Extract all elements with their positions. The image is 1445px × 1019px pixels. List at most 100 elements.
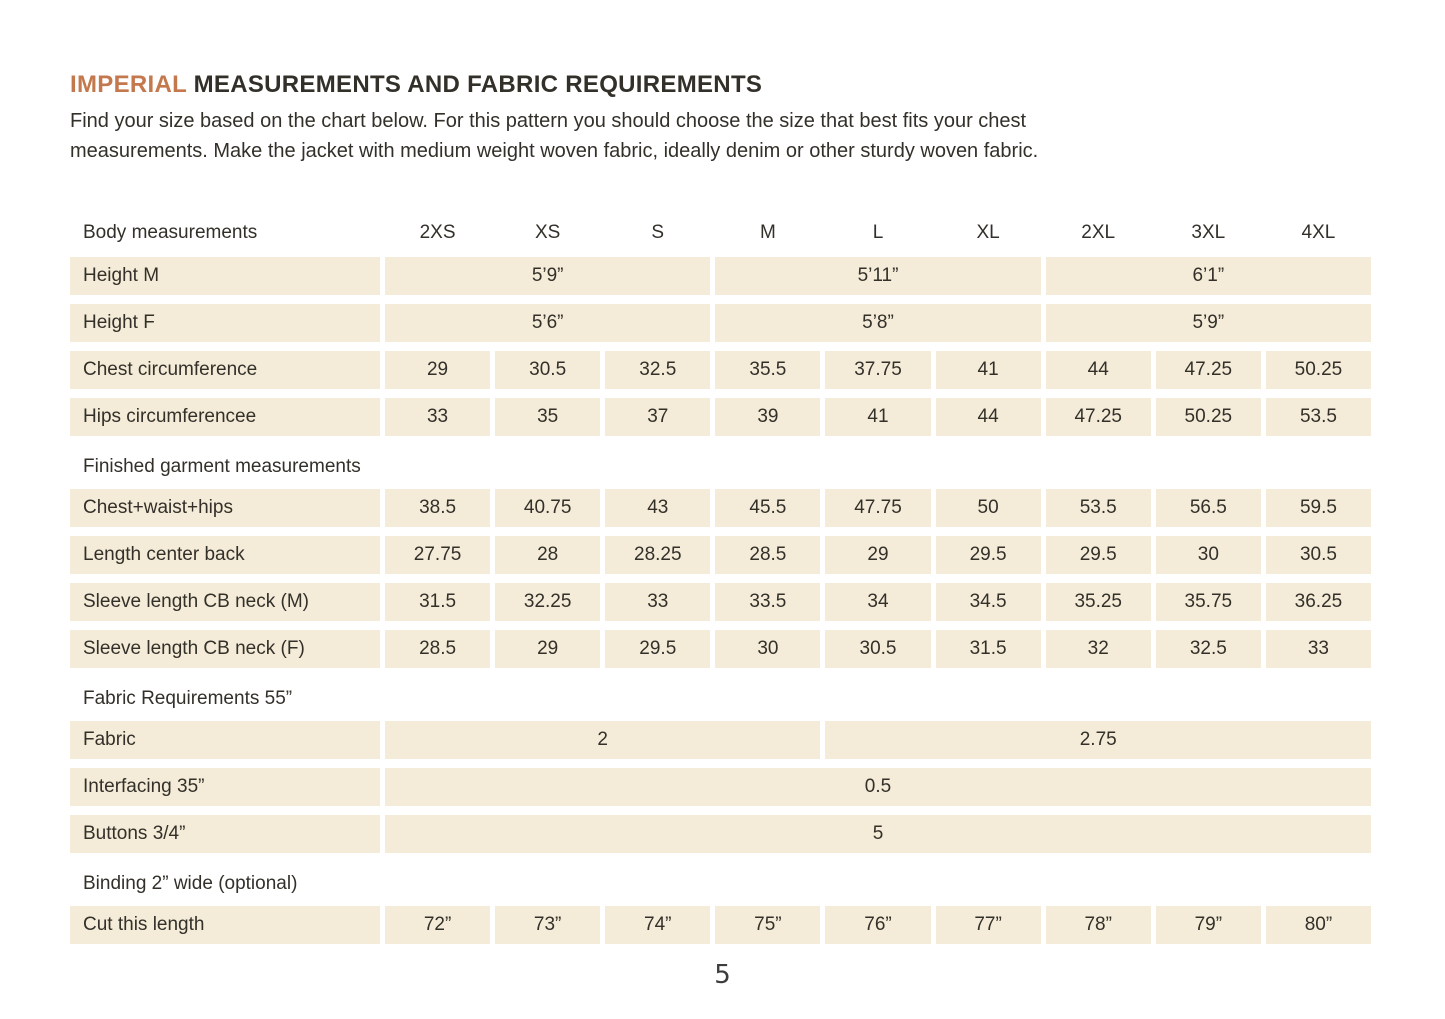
column-header-xs: XS — [534, 222, 561, 243]
value-cell: 5’9” — [1045, 304, 1371, 342]
value-cell: 28.5 — [715, 536, 821, 574]
column-header-s: S — [651, 222, 665, 243]
value-cell: 36.25 — [1265, 583, 1371, 621]
row-label: Buttons 3/4” — [70, 815, 380, 853]
value-cell: 30.5 — [825, 630, 931, 668]
intro-text: Find your size based on the chart below.… — [70, 106, 1445, 166]
value-cell: 40.75 — [495, 489, 601, 527]
value-cell: 0.5 — [385, 768, 1371, 806]
value-cell: 32.5 — [605, 351, 711, 389]
page-number: 5 — [714, 960, 731, 990]
row-label: Sleeve length CB neck (F) — [70, 630, 380, 668]
value-cell: 45.5 — [715, 489, 821, 527]
row-label: Height F — [70, 304, 380, 342]
column-header-xl: XL — [976, 222, 1000, 243]
value-cell: 28.25 — [605, 536, 711, 574]
row-label: Interfacing 35” — [70, 768, 380, 806]
value-cell: 35.25 — [1045, 583, 1151, 621]
value-cell: 74” — [605, 906, 711, 944]
table-row: Chest+waist+hips 38.5 40.75 43 45.5 47.75 50 53… — [70, 489, 1371, 527]
value-cell: 39 — [715, 398, 821, 436]
value-cell: 5 — [385, 815, 1371, 853]
value-cell: 32.5 — [1155, 630, 1261, 668]
value-cell: 72” — [385, 906, 491, 944]
table-row: Height F 5’6” 5’8” 5’9” — [70, 304, 1371, 342]
row-label: Height M — [70, 257, 380, 295]
row-label: Fabric — [70, 721, 380, 759]
column-header-l: L — [872, 222, 884, 243]
page-title-accent: IMPERIAL — [70, 71, 187, 98]
value-cell: 5’8” — [715, 304, 1041, 342]
section-header: Finished garment measurements — [83, 456, 361, 477]
value-cell: 53.5 — [1265, 398, 1371, 436]
value-cell: 28.5 — [385, 630, 491, 668]
value-cell: 41 — [825, 398, 931, 436]
value-cell: 30 — [715, 630, 821, 668]
value-cell: 33 — [385, 398, 491, 436]
value-cell: 32.25 — [495, 583, 601, 621]
value-cell: 47.75 — [825, 489, 931, 527]
table-row: Buttons 3/4” 5 — [70, 815, 1371, 853]
page-title-rest: MEASUREMENTS AND FABRIC REQUIREMENTS — [193, 71, 763, 98]
value-cell: 27.75 — [385, 536, 491, 574]
row-label: Hips circumferencee — [70, 398, 380, 436]
value-cell: 35 — [495, 398, 601, 436]
value-cell: 59.5 — [1265, 489, 1371, 527]
value-cell: 78” — [1045, 906, 1151, 944]
value-cell: 5’11” — [715, 257, 1041, 295]
value-cell: 2.75 — [825, 721, 1371, 759]
value-cell: 29.5 — [935, 536, 1041, 574]
value-cell: 31.5 — [935, 630, 1041, 668]
value-cell: 50.25 — [1155, 398, 1261, 436]
value-cell: 37 — [605, 398, 711, 436]
value-cell: 33.5 — [715, 583, 821, 621]
value-cell: 33 — [1265, 630, 1371, 668]
measurement-table: Body measurements 2XS XS S M L XL 2XL 3XL 4XL Heig… — [70, 216, 1371, 944]
value-cell: 28 — [495, 536, 601, 574]
value-cell: 76” — [825, 906, 931, 944]
value-cell: 43 — [605, 489, 711, 527]
value-cell: 56.5 — [1155, 489, 1261, 527]
value-cell: 5’9” — [385, 257, 711, 295]
value-cell: 77” — [935, 906, 1041, 944]
value-cell: 34.5 — [935, 583, 1041, 621]
value-cell: 35.75 — [1155, 583, 1261, 621]
column-header-3xl: 3XL — [1191, 222, 1226, 243]
value-cell: 35.5 — [715, 351, 821, 389]
value-cell: 79” — [1155, 906, 1261, 944]
value-cell: 32 — [1045, 630, 1151, 668]
table-row: Hips circumferencee 33 35 37 39 41 44 47.25 50.2… — [70, 398, 1371, 436]
value-cell: 47.25 — [1045, 398, 1151, 436]
table-row: Height M 5’9” 5’11” 6’1” — [70, 257, 1371, 295]
value-cell: 44 — [1045, 351, 1151, 389]
row-label: Sleeve length CB neck (M) — [70, 583, 380, 621]
table-row: Length center back 27.75 28 28.25 28.5 29 29.5… — [70, 536, 1371, 574]
row-label: Chest circumference — [70, 351, 380, 389]
column-header-2xl: 2XL — [1081, 222, 1116, 243]
value-cell: 30.5 — [495, 351, 601, 389]
value-cell: 30 — [1155, 536, 1261, 574]
value-cell: 38.5 — [385, 489, 491, 527]
value-cell: 37.75 — [825, 351, 931, 389]
intro-line: Find your size based on the chart below.… — [70, 110, 1027, 132]
value-cell: 29 — [825, 536, 931, 574]
table-row: Sleeve length CB neck (M) 31.5 32.25 33 33.5… — [70, 583, 1371, 621]
value-cell: 50 — [935, 489, 1041, 527]
value-cell: 47.25 — [1155, 351, 1261, 389]
section-header: Binding 2” wide (optional) — [83, 873, 298, 894]
page-title: IMPERIAL MEASUREMENTS AND FABRIC REQUIRE… — [70, 70, 1445, 99]
table-row: Interfacing 35” 0.5 — [70, 768, 1371, 806]
corner-label: Body measurements — [83, 222, 258, 243]
intro-line: measurements. Make the jacket with mediu… — [70, 140, 1039, 162]
value-cell: 50.25 — [1265, 351, 1371, 389]
row-label: Cut this length — [70, 906, 380, 944]
value-cell: 41 — [935, 351, 1041, 389]
value-cell: 29 — [495, 630, 601, 668]
table-row: Cut this length 72” 73” 74” 75” 76” 77” 78” 79” 8… — [70, 906, 1371, 944]
value-cell: 29.5 — [605, 630, 711, 668]
row-label: Length center back — [70, 536, 380, 574]
column-header-4xl: 4XL — [1301, 222, 1336, 243]
value-cell: 29 — [385, 351, 491, 389]
value-cell: 30.5 — [1265, 536, 1371, 574]
